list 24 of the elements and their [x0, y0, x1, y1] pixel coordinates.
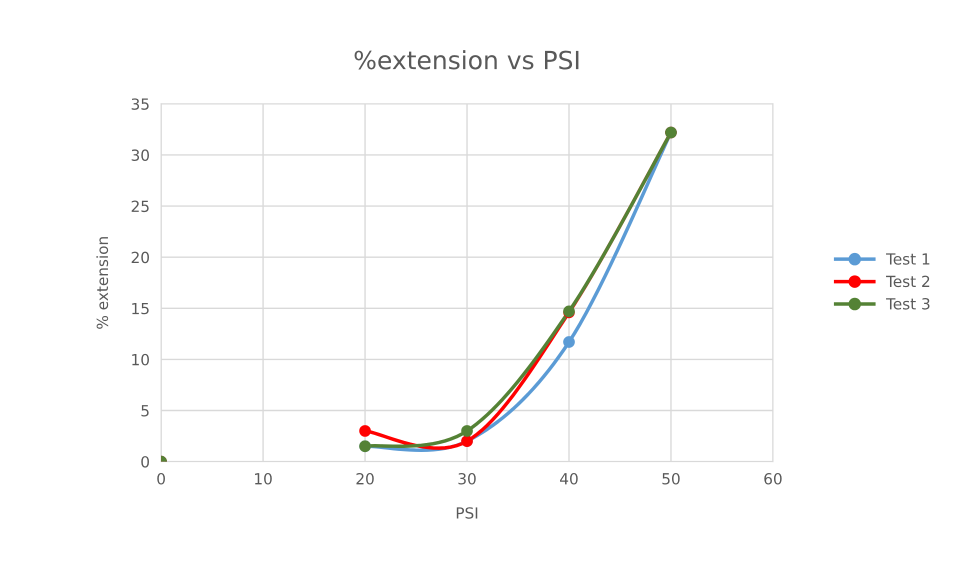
- y-tick-label: 0: [141, 456, 149, 468]
- y-tick-label: 35: [132, 98, 149, 110]
- y-tick-label: 10: [132, 354, 149, 366]
- x-tick-label: 50: [662, 472, 680, 485]
- x-tick-label: 40: [560, 472, 578, 485]
- legend-label: Test 2: [886, 276, 930, 288]
- legend-label: Test 1: [886, 253, 930, 265]
- y-axis-title: % extension: [96, 237, 108, 329]
- y-tick-label: 5: [141, 405, 149, 417]
- chart-title: %extension vs PSI: [354, 50, 578, 70]
- point: [563, 336, 575, 348]
- x-tick-label: 60: [764, 472, 782, 485]
- x-axis-title: PSI: [456, 507, 478, 519]
- legend-label: Test 3: [886, 298, 930, 310]
- point: [359, 425, 371, 437]
- x-tick-label: 10: [255, 472, 272, 485]
- x-tick-label: 20: [356, 472, 374, 485]
- x-tick-label: 30: [458, 472, 476, 485]
- y-tick-label: 20: [132, 252, 149, 264]
- y-tick-label: 30: [132, 149, 149, 161]
- y-tick-label: 15: [132, 302, 149, 314]
- y-tick-label: 25: [132, 200, 149, 212]
- point: [461, 425, 473, 437]
- x-tick-label: 0: [157, 472, 165, 485]
